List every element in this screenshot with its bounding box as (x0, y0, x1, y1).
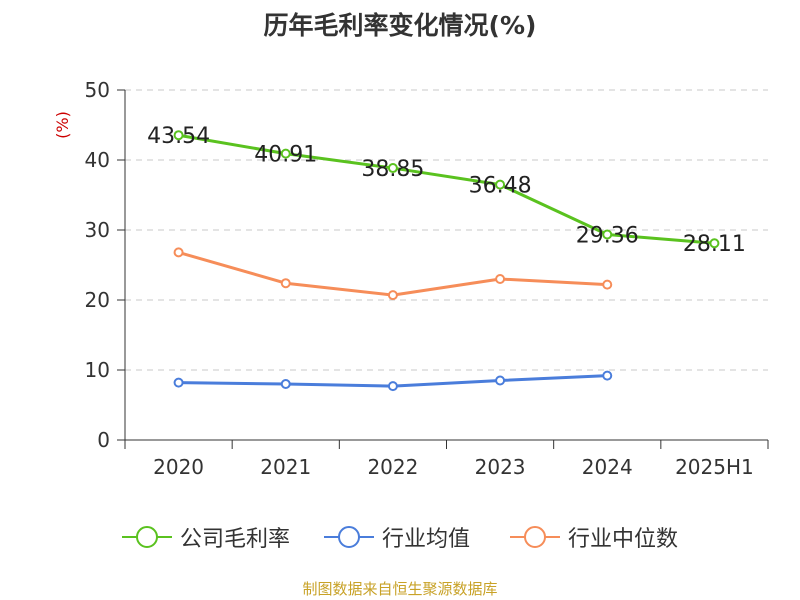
y-tick-label: 20 (85, 288, 110, 312)
y-axis-label: (%) (53, 111, 72, 139)
x-tick-label: 2024 (582, 455, 633, 479)
x-tick-label: 2023 (475, 455, 526, 479)
series-line-2 (178, 250, 608, 297)
data-point (173, 247, 184, 258)
y-tick-label: 50 (85, 78, 110, 102)
grid-lines (125, 89, 768, 371)
legend-symbol-icon (324, 526, 374, 548)
series-line-0 (178, 133, 715, 245)
chart-title: 历年毛利率变化情况(%) (263, 11, 537, 40)
legend-marker (136, 526, 158, 548)
data-point (387, 290, 398, 301)
legend-label: 公司毛利率 (180, 527, 291, 552)
legend-item: 行业均值 (324, 520, 470, 554)
data-point (602, 370, 613, 381)
data-point (173, 377, 184, 388)
data-label: 38.85 (361, 157, 424, 182)
data-point (495, 274, 506, 284)
data-point (495, 375, 506, 386)
series-lines (173, 130, 720, 392)
x-tick-label: 2022 (367, 455, 418, 479)
data-point (387, 163, 398, 174)
data-point (280, 148, 291, 159)
data-label: 29.36 (576, 223, 639, 248)
data-labels: 43.54 40.91 38.85 36.48 29.36 28.11 (147, 124, 746, 257)
legend-symbol-icon (122, 526, 172, 548)
legend-item: 公司毛利率 (122, 520, 290, 554)
data-label: 36.48 (469, 174, 532, 199)
data-point (387, 381, 398, 392)
x-tick-label: 2025H1 (675, 455, 754, 479)
data-point (495, 179, 506, 190)
source-note: 制图数据来自恒生聚源数据库 (302, 580, 498, 598)
x-tick-label: 2020 (153, 455, 204, 479)
chart-legend: 公司毛利率 行业均值 行业中位数 (0, 520, 800, 554)
data-point (280, 278, 291, 289)
data-label: 43.54 (147, 124, 210, 149)
legend-marker (338, 526, 360, 548)
axes: 0 10 20 30 40 50 2020 2021 2022 2023 2024 2025H1 (%) (53, 78, 769, 479)
legend-marker (524, 526, 546, 548)
data-point (709, 238, 720, 249)
data-point (602, 229, 613, 240)
y-tick-label: 0 (97, 428, 110, 452)
legend-item: 行业中位数 (510, 520, 678, 554)
data-point (280, 379, 291, 389)
legend-label: 行业中位数 (568, 527, 679, 552)
legend-label: 行业均值 (382, 527, 471, 552)
data-label: 28.11 (683, 232, 746, 257)
data-point (173, 130, 184, 141)
y-tick-label: 10 (85, 358, 110, 382)
y-tick-label: 40 (85, 148, 110, 172)
y-tick-label: 30 (85, 218, 110, 242)
data-point (602, 279, 613, 290)
legend-symbol-icon (510, 526, 560, 548)
data-label: 40.91 (254, 143, 317, 168)
x-tick-label: 2021 (260, 455, 311, 479)
